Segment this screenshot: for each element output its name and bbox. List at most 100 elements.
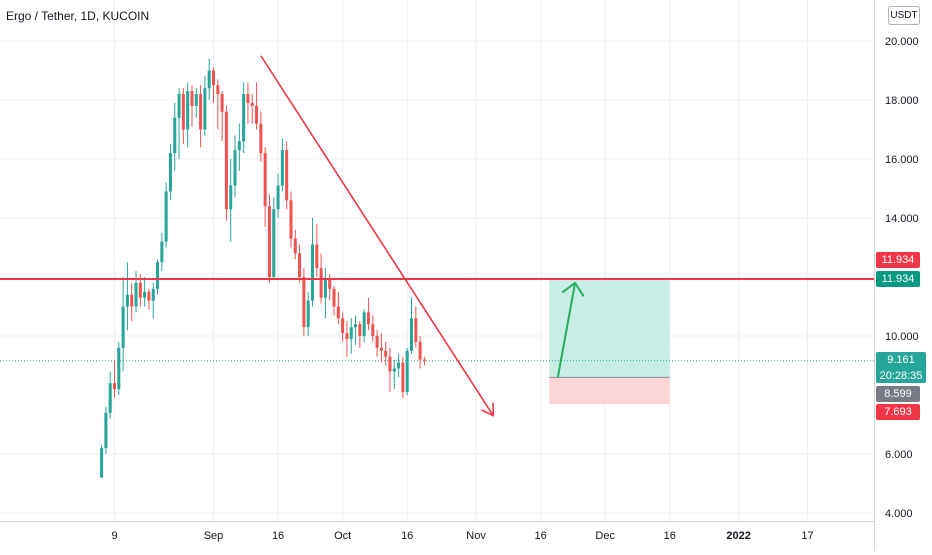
candle bbox=[151, 282, 155, 319]
time-tick-label: Nov bbox=[466, 530, 486, 542]
candle-body bbox=[112, 383, 117, 390]
candles bbox=[100, 58, 426, 478]
projection-arrow[interactable] bbox=[556, 281, 585, 378]
chart-title: Ergo / Tether, 1D, KUCOIN bbox=[6, 9, 150, 23]
candle bbox=[125, 262, 129, 331]
candle-body bbox=[121, 306, 125, 348]
price-tick-label: 14.000 bbox=[885, 213, 919, 225]
candle-body bbox=[151, 288, 155, 301]
stop-zone[interactable] bbox=[549, 377, 670, 405]
candle bbox=[117, 341, 121, 395]
candle bbox=[229, 159, 233, 242]
candle bbox=[160, 232, 164, 272]
projection-arrowhead bbox=[561, 281, 585, 297]
candle bbox=[267, 194, 271, 283]
candle-body bbox=[250, 102, 254, 106]
level-price-label-alert: 11.934 bbox=[876, 252, 920, 268]
candle bbox=[112, 359, 117, 398]
candle bbox=[168, 144, 172, 201]
time-tick-label: 16 bbox=[535, 530, 547, 542]
currency-badge[interactable]: USDT bbox=[888, 6, 920, 25]
last-price-label: 9.161 bbox=[876, 352, 926, 368]
candle bbox=[375, 330, 379, 357]
candle-body bbox=[263, 153, 267, 207]
price-tick-label: 20.000 bbox=[885, 36, 919, 48]
candle-body bbox=[371, 324, 375, 336]
trendline[interactable] bbox=[260, 55, 495, 417]
candle bbox=[384, 341, 388, 366]
candle bbox=[293, 229, 297, 260]
candle bbox=[371, 315, 375, 342]
candle-body bbox=[328, 279, 332, 289]
candle bbox=[242, 82, 246, 154]
candle bbox=[401, 356, 405, 398]
candle bbox=[298, 244, 302, 283]
candle bbox=[315, 223, 319, 277]
candle-body bbox=[246, 94, 250, 103]
candle bbox=[310, 218, 315, 307]
candle-body bbox=[104, 412, 108, 449]
candle-body bbox=[362, 312, 366, 336]
candle bbox=[104, 406, 108, 454]
candle-body bbox=[366, 312, 370, 325]
candle bbox=[362, 309, 366, 342]
candle-body bbox=[255, 105, 259, 124]
candle bbox=[224, 105, 228, 221]
candle bbox=[405, 347, 409, 395]
time-axis[interactable]: 9 Sep 16 Oct 16 Nov 16 Dec 16 2022 17 bbox=[111, 530, 813, 542]
candle-body bbox=[194, 94, 198, 106]
candle-body bbox=[379, 347, 383, 351]
candle-body bbox=[233, 150, 237, 186]
candle bbox=[259, 111, 263, 162]
candle-body bbox=[341, 318, 345, 334]
time-tick-label: 16 bbox=[272, 530, 284, 542]
candle bbox=[349, 318, 353, 354]
candle-body bbox=[134, 282, 138, 307]
candle-body bbox=[186, 91, 190, 130]
candle-body bbox=[164, 191, 168, 242]
stop-price-label: 7.693 bbox=[876, 404, 920, 420]
candle-body bbox=[220, 94, 224, 112]
candle-body bbox=[237, 141, 241, 151]
price-tick-label: 16.000 bbox=[885, 154, 919, 166]
candle-body bbox=[302, 277, 306, 328]
candle bbox=[409, 297, 414, 354]
candle bbox=[379, 333, 383, 363]
entry-price-label: 8.599 bbox=[876, 386, 920, 402]
price-tick-label: 18.000 bbox=[885, 95, 919, 107]
candle bbox=[397, 353, 401, 378]
candle-body bbox=[190, 91, 194, 106]
candle bbox=[345, 321, 349, 357]
trendline-arrowhead bbox=[481, 402, 495, 417]
candle bbox=[358, 321, 362, 348]
candle bbox=[422, 356, 426, 366]
candle-body bbox=[319, 268, 323, 298]
price-axis[interactable]: 20.000 18.000 16.000 14.000 10.000 6.000 4.000 bbox=[885, 36, 919, 520]
candle-body bbox=[207, 70, 211, 89]
candle-body bbox=[143, 291, 147, 298]
candle-body bbox=[173, 117, 177, 154]
candle-body bbox=[289, 200, 293, 239]
candle bbox=[354, 315, 358, 345]
candle-body bbox=[332, 288, 336, 307]
candle bbox=[134, 271, 138, 313]
candle-body bbox=[108, 383, 112, 413]
candle-body bbox=[117, 347, 121, 390]
time-tick-label: 2022 bbox=[726, 530, 750, 542]
candle-body bbox=[272, 209, 276, 277]
candle bbox=[194, 88, 198, 118]
candle bbox=[332, 285, 336, 316]
candle bbox=[263, 147, 267, 227]
candle bbox=[280, 138, 284, 192]
candle-body bbox=[156, 262, 160, 289]
candle-body bbox=[280, 150, 284, 186]
candle bbox=[418, 336, 422, 369]
grid-lines bbox=[0, 0, 874, 521]
candle-body bbox=[310, 244, 315, 301]
candle-body bbox=[138, 282, 142, 298]
price-tick-label: 6.000 bbox=[885, 449, 913, 461]
time-tick-label: Sep bbox=[204, 530, 224, 542]
candle bbox=[130, 282, 134, 322]
